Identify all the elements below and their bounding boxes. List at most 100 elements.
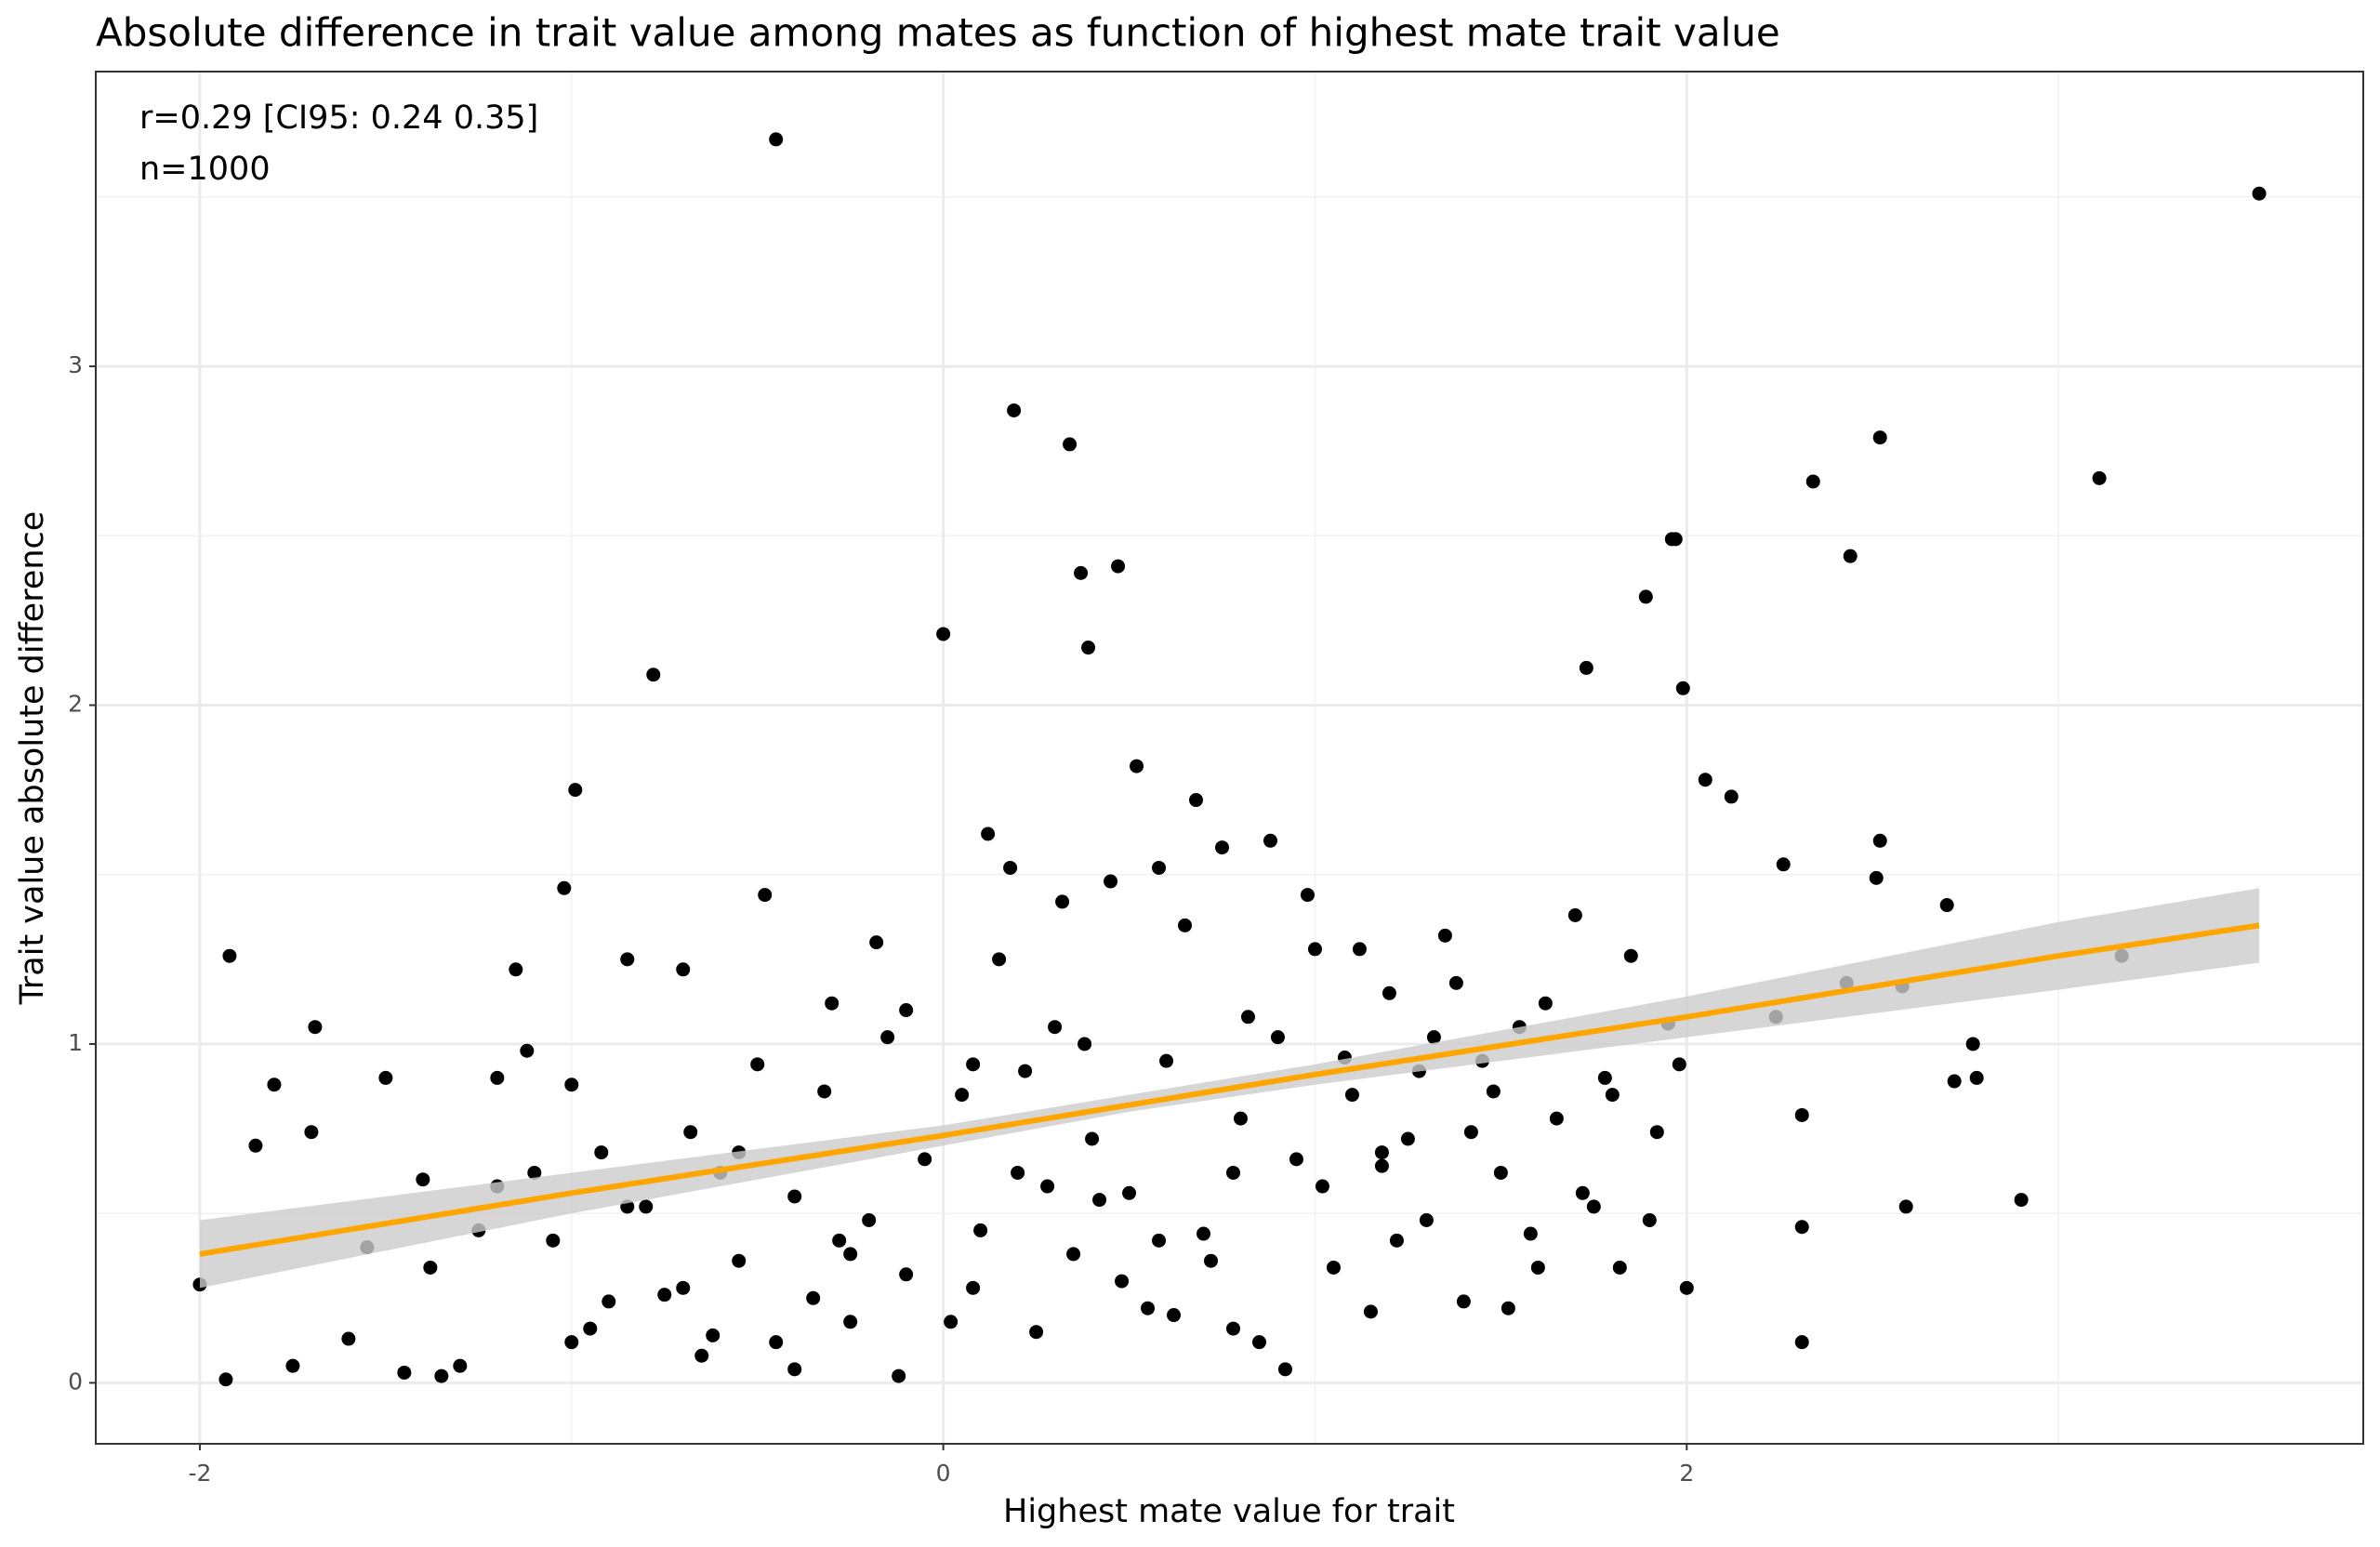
- point: [1263, 833, 1277, 848]
- point: [1939, 898, 1954, 913]
- point: [527, 1165, 542, 1180]
- point: [1872, 833, 1887, 848]
- point: [1698, 773, 1712, 787]
- point: [1344, 1088, 1359, 1103]
- point: [1277, 1362, 1292, 1377]
- point: [1805, 474, 1820, 489]
- point: [981, 826, 996, 841]
- point: [1029, 1325, 1044, 1340]
- point: [1215, 840, 1230, 855]
- point: [1898, 1199, 1913, 1214]
- x-tick-label: 2: [1679, 1460, 1694, 1487]
- point: [546, 1233, 561, 1248]
- point: [1530, 1260, 1545, 1275]
- point: [806, 1290, 821, 1305]
- point: [1389, 1233, 1404, 1248]
- point: [832, 1233, 847, 1248]
- point: [899, 1003, 914, 1018]
- point: [1122, 1185, 1137, 1200]
- point: [1078, 1037, 1092, 1051]
- point: [1523, 1226, 1538, 1241]
- point: [1289, 1152, 1303, 1167]
- chart-title: Absolute difference in trait value among…: [96, 10, 1780, 56]
- point: [1326, 1260, 1341, 1275]
- point: [1586, 1199, 1601, 1214]
- point: [509, 962, 523, 977]
- point: [1947, 1074, 1962, 1089]
- point: [583, 1321, 598, 1336]
- point: [1597, 1070, 1612, 1085]
- point: [1843, 549, 1858, 563]
- point: [825, 996, 840, 1011]
- point: [1104, 874, 1118, 889]
- point: [520, 1043, 535, 1058]
- point: [1092, 1193, 1107, 1208]
- point: [1007, 403, 1022, 417]
- point: [639, 1199, 654, 1214]
- point: [1251, 1335, 1266, 1350]
- point: [1225, 1321, 1240, 1336]
- point: [646, 668, 661, 682]
- point: [222, 948, 237, 963]
- point: [1363, 1304, 1378, 1319]
- point: [1374, 1158, 1389, 1173]
- point: [1066, 1247, 1081, 1262]
- y-tick-label: 3: [68, 351, 83, 378]
- point: [1141, 1301, 1156, 1316]
- point: [944, 1315, 959, 1329]
- point: [568, 783, 583, 798]
- point: [1307, 942, 1322, 957]
- point: [1419, 1212, 1434, 1227]
- point: [892, 1368, 906, 1383]
- point: [1111, 559, 1126, 574]
- point: [1538, 996, 1553, 1011]
- point: [1400, 1131, 1415, 1146]
- point: [843, 1315, 858, 1329]
- point: [1549, 1111, 1564, 1126]
- point: [1240, 1010, 1255, 1025]
- point: [285, 1358, 300, 1373]
- point: [423, 1260, 438, 1275]
- point: [1456, 1294, 1471, 1309]
- point: [378, 1070, 393, 1085]
- point: [434, 1368, 449, 1383]
- point: [2014, 1193, 2029, 1208]
- point: [1638, 589, 1653, 604]
- point: [416, 1172, 430, 1187]
- point: [341, 1331, 356, 1346]
- point: [2252, 186, 2267, 201]
- point: [1374, 1145, 1389, 1160]
- point: [1623, 948, 1638, 963]
- point: [1300, 888, 1315, 903]
- point: [973, 1223, 988, 1237]
- point: [1048, 1020, 1063, 1035]
- point: [1040, 1179, 1055, 1194]
- annotation: r=0.29 [CI95: 0.24 0.35]: [139, 99, 538, 137]
- point: [880, 1030, 895, 1045]
- point: [1352, 942, 1367, 957]
- point: [1315, 1179, 1329, 1194]
- point: [564, 1078, 579, 1092]
- point: [1081, 641, 1096, 655]
- point: [1167, 1308, 1182, 1323]
- point: [1486, 1084, 1501, 1099]
- fit-line: [199, 922, 2260, 1257]
- point: [843, 1247, 858, 1262]
- point: [1152, 1233, 1167, 1248]
- panel-border: [95, 71, 2364, 1445]
- point: [1776, 857, 1791, 872]
- point: [750, 1057, 765, 1072]
- point: [706, 1328, 721, 1342]
- point: [1794, 1335, 1809, 1350]
- point: [1965, 1037, 1980, 1051]
- point: [1225, 1165, 1240, 1180]
- point: [1612, 1260, 1627, 1275]
- point: [620, 952, 635, 967]
- point: [676, 1280, 691, 1295]
- point: [1448, 975, 1463, 990]
- point: [1493, 1165, 1508, 1180]
- point: [1675, 681, 1690, 695]
- y-axis-title: Trait value absolute difference: [14, 511, 51, 1006]
- point: [1178, 918, 1193, 932]
